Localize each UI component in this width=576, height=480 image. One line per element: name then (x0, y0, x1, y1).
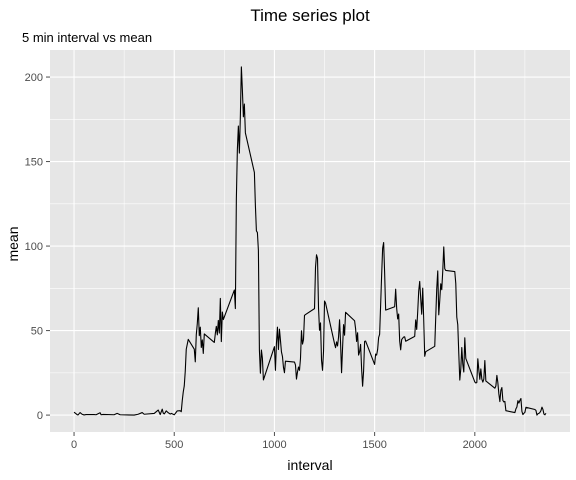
x-tick-label: 1500 (362, 439, 386, 451)
y-tick-label: 50 (31, 326, 43, 338)
x-tick-label: 500 (165, 439, 183, 451)
chart-subtitle: 5 min interval vs mean (22, 30, 152, 45)
series-line (73, 66, 547, 416)
chart-title: Time series plot (250, 6, 370, 25)
y-tick-label: 150 (25, 157, 43, 169)
x-tick-label: 2000 (463, 439, 487, 451)
y-axis-title: mean (5, 226, 21, 261)
x-axis: 0 500 1000 1500 2000 (71, 432, 487, 451)
x-axis-title: interval (287, 457, 332, 473)
y-tick-label: 0 (37, 410, 43, 422)
y-tick-label: 200 (25, 72, 43, 84)
plot-panel (50, 50, 570, 432)
x-tick-label: 0 (71, 439, 77, 451)
minor-gridlines (50, 50, 570, 432)
x-tick-label: 1000 (262, 439, 286, 451)
y-tick-label: 100 (25, 241, 43, 253)
y-axis: 0 50 100 150 200 (25, 72, 50, 422)
major-gridlines (50, 50, 570, 432)
